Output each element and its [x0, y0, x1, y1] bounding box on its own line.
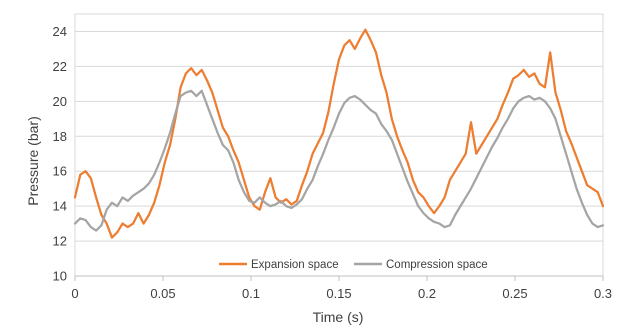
x-tick-label: 0.05 [150, 286, 175, 301]
x-tick-label: 0 [71, 286, 78, 301]
x-tick-label: 0.2 [418, 286, 436, 301]
y-tick-label: 24 [53, 24, 67, 39]
plot-area-border [74, 13, 604, 277]
y-tick-label: 12 [53, 234, 67, 249]
legend: Expansion space Compression space [219, 259, 488, 271]
x-tick-label: 0.3 [594, 286, 612, 301]
legend-label-expansion: Expansion space [251, 259, 339, 271]
y-axis-title: Pressure (bar) [25, 116, 41, 205]
x-axis-title: Time (s) [313, 309, 364, 325]
y-tick-label: 14 [53, 199, 67, 214]
series-layer [73, 28, 605, 239]
x-tick-label: 0.25 [502, 286, 527, 301]
y-tick-label: 20 [53, 94, 67, 109]
legend-label-compression: Compression space [386, 259, 488, 271]
y-tick-label: 22 [53, 59, 67, 74]
series-line-expansion [73, 28, 605, 239]
x-tick-label: 0.15 [326, 286, 351, 301]
x-tick-label: 0.1 [242, 286, 260, 301]
axis-layer: 10 12 14 16 18 20 22 24 0 0.05 0.1 0.15 0.2 0.25 0.3 [53, 24, 613, 301]
y-tick-label: 16 [53, 164, 67, 179]
y-tick-label: 18 [53, 129, 67, 144]
grid-layer [74, 13, 604, 277]
y-tick-label: 10 [53, 269, 67, 284]
series-line-compression [73, 89, 605, 232]
